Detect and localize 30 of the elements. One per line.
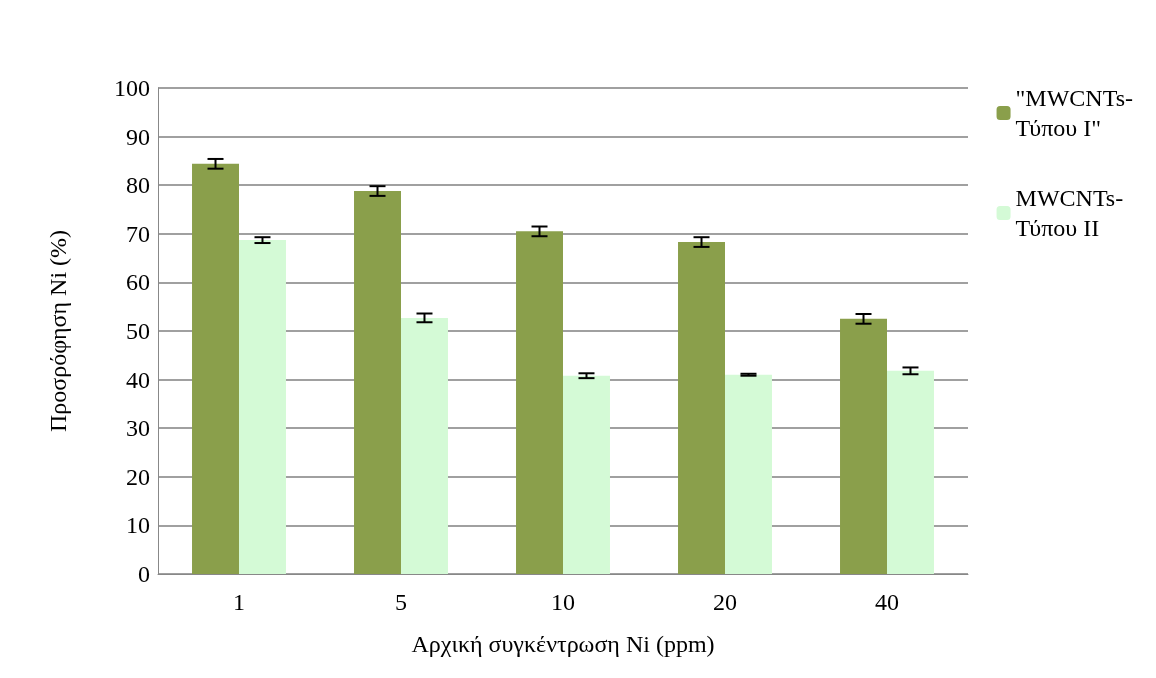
bar: [401, 317, 448, 574]
bar: [192, 163, 239, 574]
x-tick-label: 1: [233, 589, 245, 615]
bar: [563, 375, 610, 574]
x-tick-label: 5: [395, 589, 407, 615]
y-tick-label: 60: [126, 269, 150, 296]
bar: [239, 240, 286, 574]
y-tick-label: 20: [126, 463, 150, 490]
y-tick-label: 90: [126, 123, 150, 150]
x-tick-label: 40: [875, 589, 899, 615]
bar: [354, 191, 401, 574]
bar: [678, 242, 725, 574]
bar: [725, 374, 772, 574]
bar: [887, 370, 934, 574]
y-tick-label: 70: [126, 220, 150, 247]
bar: [840, 318, 887, 574]
x-axis-title: Αρχική συγκέντρωση Ni (ppm): [411, 631, 715, 657]
y-tick-label: 100: [114, 75, 150, 101]
legend-label: "MWCNTs-Τύπου I": [1015, 85, 1134, 141]
y-tick-label: 10: [126, 512, 150, 539]
x-tick-label: 20: [713, 589, 737, 615]
legend-label: MWCNTs-Τύπου II: [1015, 185, 1124, 241]
y-tick-label: 30: [126, 415, 150, 442]
x-tick-label: 10: [551, 589, 575, 615]
y-tick-label: 0: [138, 561, 150, 587]
y-axis-title: Προσρόφηση Ni (%): [45, 229, 71, 433]
y-tick-label: 50: [126, 318, 150, 344]
y-tick-label: 80: [126, 172, 150, 199]
y-tick-label: 40: [126, 366, 150, 393]
bar: [516, 231, 563, 574]
